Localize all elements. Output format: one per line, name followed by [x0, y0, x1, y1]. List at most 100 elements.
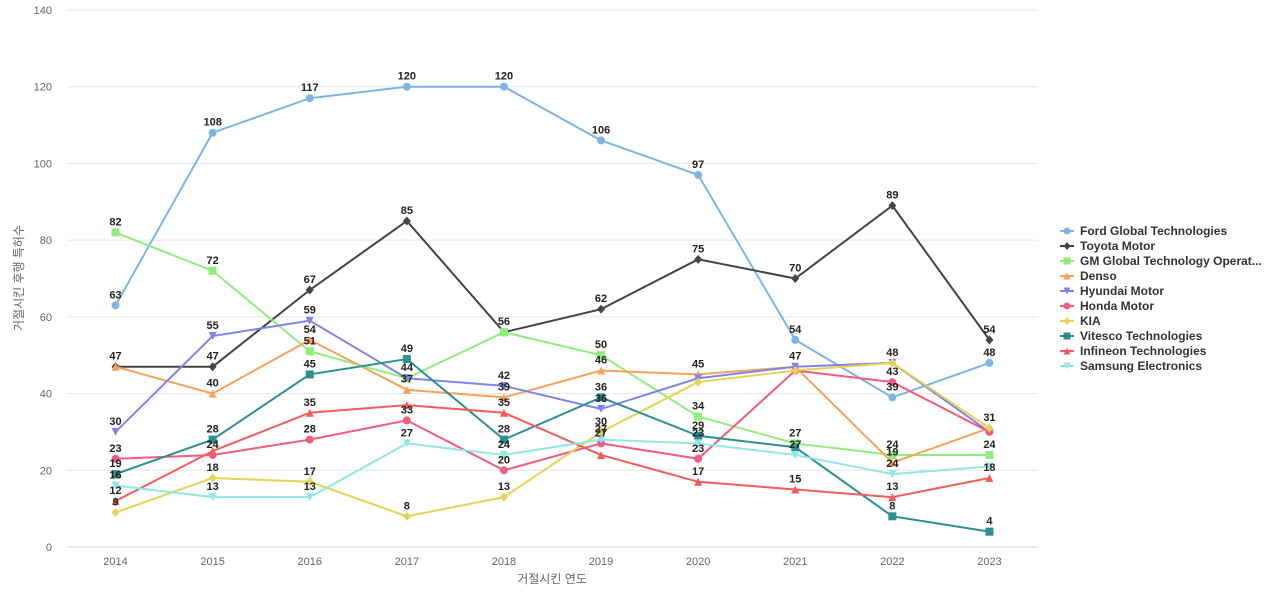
data-point: [208, 493, 217, 502]
data-label: 40: [207, 378, 219, 390]
data-label: 24: [886, 458, 899, 470]
legend-item[interactable]: KIA: [1060, 314, 1101, 328]
data-label: 56: [498, 316, 510, 328]
data-label: 19: [886, 447, 898, 459]
data-point: [888, 458, 897, 467]
data-label: 89: [886, 190, 898, 202]
data-label: 54: [789, 324, 802, 336]
legend-marker: [1063, 317, 1071, 325]
data-point: [694, 412, 703, 421]
x-axis-ticks: 2014 2015 2016 2017 2018 2019 2020 2021 2022 2023: [103, 556, 1001, 568]
legend-item[interactable]: Infineon Technologies: [1060, 344, 1207, 358]
data-point: [499, 450, 508, 459]
data-label: 45: [692, 358, 704, 370]
legend-item[interactable]: Ford Global Technologies: [1060, 224, 1227, 238]
data-label: 48: [886, 347, 898, 359]
data-label: 13: [886, 481, 898, 493]
x-tick-label: 2020: [686, 556, 710, 568]
data-label: 12: [109, 485, 121, 497]
data-label: 16: [109, 470, 121, 482]
data-label: 47: [207, 351, 219, 363]
legend-item[interactable]: Toyota Motor: [1060, 239, 1155, 253]
y-tick-label: 100: [34, 158, 52, 170]
data-point: [888, 378, 897, 387]
data-label: 24: [498, 439, 511, 451]
data-label: 13: [498, 481, 510, 493]
data-label: 47: [109, 351, 121, 363]
data-point: [402, 401, 411, 410]
data-point: [111, 427, 120, 436]
x-tick-label: 2023: [977, 556, 1001, 568]
series-9: [111, 435, 994, 502]
data-point: [208, 266, 217, 275]
data-point: [499, 435, 508, 444]
data-point: [985, 358, 994, 367]
data-label: 39: [886, 381, 898, 393]
data-label: 63: [109, 289, 121, 301]
data-label: 27: [595, 424, 607, 436]
data-point: [985, 473, 994, 482]
data-point: [694, 254, 703, 264]
data-label: 55: [207, 320, 219, 332]
data-point: [597, 435, 606, 444]
series-1: [111, 201, 994, 372]
data-point: [791, 366, 800, 376]
data-point: [402, 355, 411, 364]
series-line: [114, 85, 990, 399]
data-label: 27: [789, 439, 801, 451]
data-label: 49: [401, 343, 413, 355]
series-line: [115, 204, 991, 368]
data-label: 27: [789, 427, 801, 439]
data-label: 120: [398, 71, 416, 83]
y-tick-label: 40: [40, 389, 52, 401]
data-point: [305, 477, 314, 487]
data-label: 19: [109, 458, 121, 470]
data-label: 28: [304, 424, 316, 436]
data-point: [402, 385, 411, 394]
data-point: [208, 447, 217, 456]
data-label: 42: [498, 370, 510, 382]
series-6: [111, 358, 994, 521]
legend-marker: [1063, 302, 1071, 310]
legend-label: Toyota Motor: [1080, 239, 1155, 253]
data-point: [791, 450, 800, 459]
data-label: 4: [986, 516, 993, 528]
data-label: 23: [692, 427, 704, 439]
data-point: [888, 470, 897, 479]
x-tick-label: 2015: [200, 556, 224, 568]
data-label: 23: [692, 443, 704, 455]
data-point: [305, 316, 314, 325]
data-point: [499, 381, 508, 390]
data-label: 24: [207, 439, 220, 451]
data-point: [305, 435, 314, 444]
data-label: 24: [983, 439, 996, 451]
data-label: 39: [498, 381, 510, 393]
data-point: [791, 274, 800, 283]
data-point: [597, 427, 606, 437]
data-label: 97: [692, 159, 704, 171]
data-point: [985, 423, 994, 433]
data-label: 30: [595, 416, 607, 428]
series-2: [111, 228, 994, 459]
data-point: [402, 374, 411, 383]
data-label: 47: [789, 351, 801, 363]
legend-item[interactable]: Honda Motor: [1060, 299, 1154, 313]
data-label: 18: [983, 462, 995, 474]
data-label: 20: [498, 454, 510, 466]
series-7: [111, 355, 994, 536]
series-line: [114, 319, 991, 433]
legend-item[interactable]: Samsung Electronics: [1060, 359, 1202, 373]
x-tick-label: 2022: [880, 556, 904, 568]
legend-item[interactable]: Hyundai Motor: [1060, 284, 1164, 298]
data-point: [597, 366, 606, 375]
data-label: 45: [304, 358, 316, 370]
data-point: [208, 389, 217, 398]
data-point: [111, 470, 120, 479]
legend-item[interactable]: GM Global Technology Operat...: [1060, 254, 1262, 268]
data-label: 108: [203, 117, 221, 129]
legend-item[interactable]: Vitesco Technologies: [1060, 329, 1203, 343]
legend-marker: [1063, 227, 1071, 235]
legend-item[interactable]: Denso: [1060, 269, 1117, 283]
series-8: [111, 401, 994, 505]
data-label: 36: [595, 393, 607, 405]
